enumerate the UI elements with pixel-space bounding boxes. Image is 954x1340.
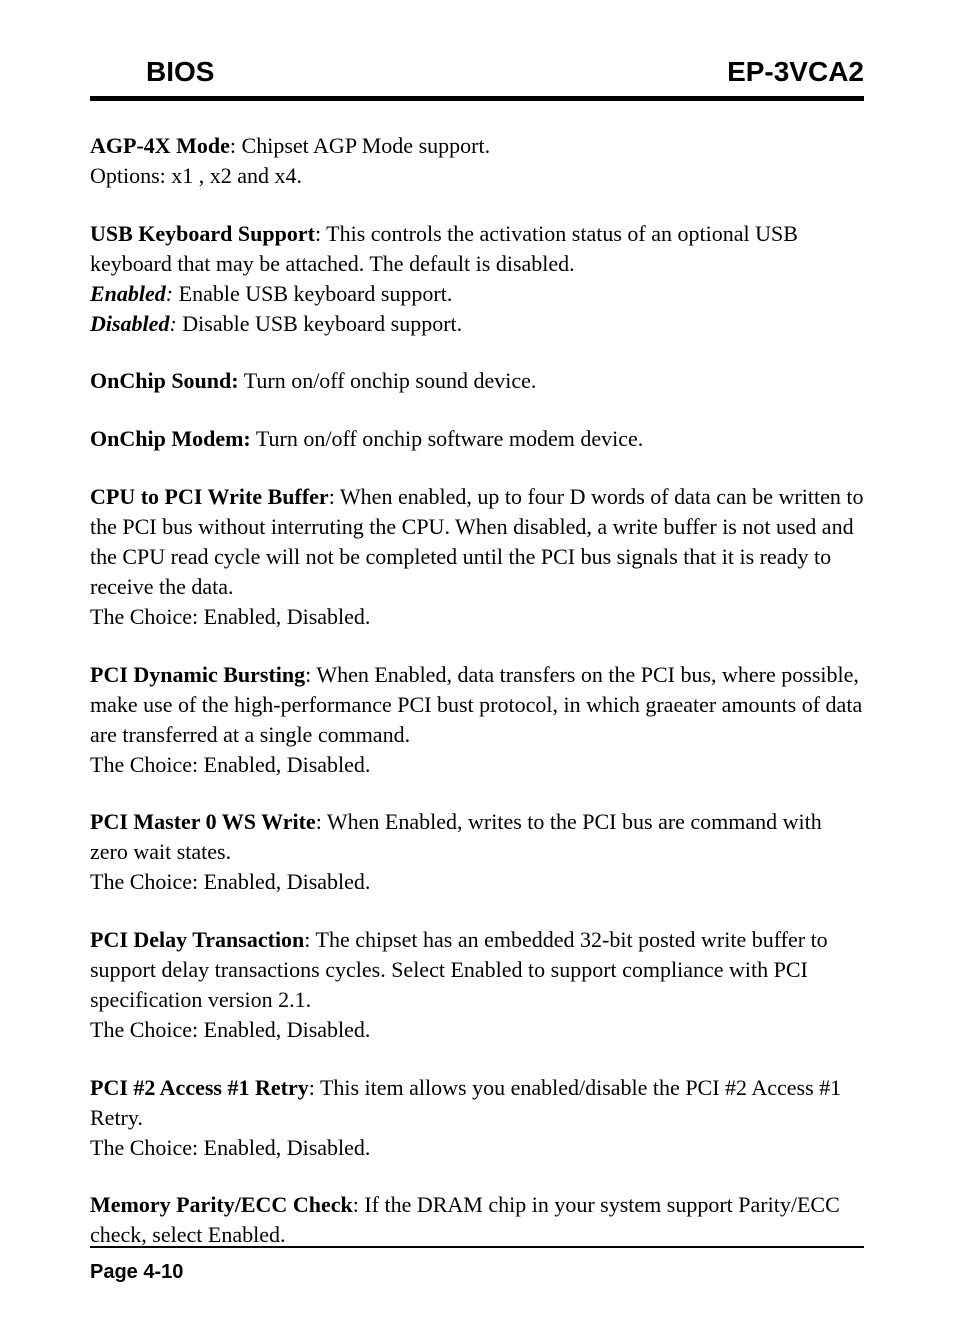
entry-title: CPU to PCI Write Buffer (90, 484, 329, 509)
entry-agp-4x-mode: AGP-4X Mode: Chipset AGP Mode support. O… (90, 131, 864, 191)
entry-line: Options: x1 , x2 and x4. (90, 163, 302, 188)
entry-title: PCI Master 0 WS Write (90, 809, 316, 834)
entry-pci-dynamic-bursting: PCI Dynamic Bursting: When Enabled, data… (90, 660, 864, 780)
option-label: Disabled (90, 311, 169, 336)
entry-onchip-modem: OnChip Modem: Turn on/off onchip softwar… (90, 424, 864, 454)
page-content: AGP-4X Mode: Chipset AGP Mode support. O… (90, 131, 864, 1250)
entry-title: AGP-4X Mode (90, 133, 230, 158)
entry-choice: The Choice: Enabled, Disabled. (90, 604, 370, 629)
option-text: Disable USB keyboard support. (177, 311, 462, 336)
entry-title: PCI Dynamic Bursting (90, 662, 305, 687)
entry-title: OnChip Modem: (90, 426, 251, 451)
entry-onchip-sound: OnChip Sound: Turn on/off onchip sound d… (90, 366, 864, 396)
entry-choice: The Choice: Enabled, Disabled. (90, 752, 370, 777)
entry-option-disabled: Disabled: Disable USB keyboard support. (90, 309, 864, 339)
option-label: Enabled (90, 281, 166, 306)
entry-usb-keyboard-support: USB Keyboard Support: This controls the … (90, 219, 864, 339)
page-number: Page 4-10 (90, 1261, 183, 1284)
entry-desc: Turn on/off onchip sound device. (239, 368, 537, 393)
header-right: EP-3VCA2 (727, 56, 864, 88)
entry-pci-master-0-ws-write: PCI Master 0 WS Write: When Enabled, wri… (90, 807, 864, 897)
entry-cpu-to-pci-write-buffer: CPU to PCI Write Buffer: When enabled, u… (90, 482, 864, 632)
entry-title: USB Keyboard Support (90, 221, 315, 246)
option-colon: : (169, 311, 176, 336)
entry-title: Memory Parity/ECC Check (90, 1192, 353, 1217)
footer-rule (90, 1246, 864, 1248)
entry-title: PCI #2 Access #1 Retry (90, 1075, 309, 1100)
entry-title: PCI Delay Transaction (90, 927, 304, 952)
entry-pci-2-access-1-retry: PCI #2 Access #1 Retry: This item allows… (90, 1073, 864, 1163)
entry-title: OnChip Sound: (90, 368, 239, 393)
entry-option-enabled: Enabled: Enable USB keyboard support. (90, 279, 864, 309)
entry-choice: The Choice: Enabled, Disabled. (90, 1017, 370, 1042)
entry-desc: : Chipset AGP Mode support. (230, 133, 490, 158)
option-text: Enable USB keyboard support. (173, 281, 452, 306)
entry-choice: The Choice: Enabled, Disabled. (90, 869, 370, 894)
entry-choice: The Choice: Enabled, Disabled. (90, 1135, 370, 1160)
header-left: BIOS (90, 56, 214, 88)
entry-desc: Turn on/off onchip software modem device… (251, 426, 643, 451)
page-header: BIOS EP-3VCA2 (90, 50, 864, 101)
entry-memory-parity-ecc-check: Memory Parity/ECC Check: If the DRAM chi… (90, 1190, 864, 1250)
entry-pci-delay-transaction: PCI Delay Transaction: The chipset has a… (90, 925, 864, 1045)
